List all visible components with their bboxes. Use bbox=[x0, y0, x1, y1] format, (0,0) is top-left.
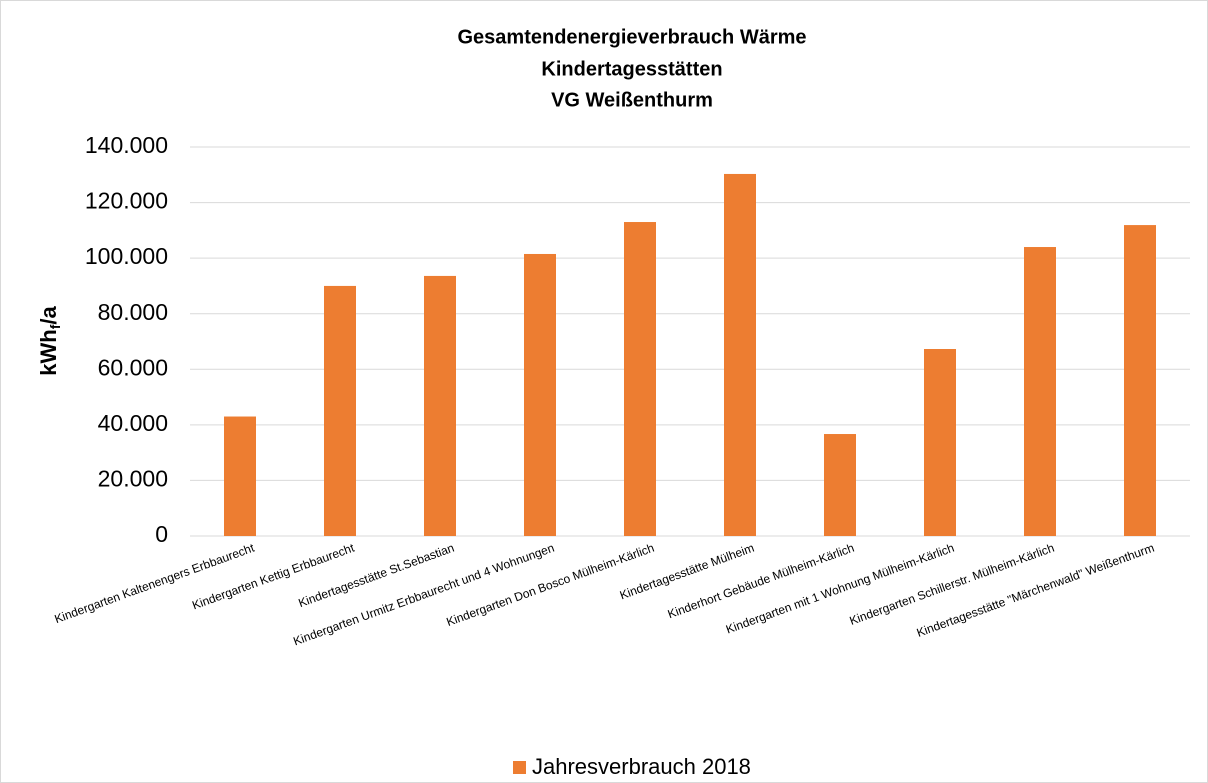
chart-title: Kindertagesstätten bbox=[541, 58, 722, 80]
bar bbox=[1124, 225, 1156, 536]
chart-title: VG Weißenthurm bbox=[551, 89, 713, 111]
bar bbox=[224, 416, 256, 536]
y-tick-label: 80.000 bbox=[98, 299, 168, 325]
chart-title: Gesamtendenergieverbrauch Wärme bbox=[457, 26, 806, 48]
legend-label: Jahresverbrauch 2018 bbox=[532, 754, 751, 779]
y-label-part: kWh bbox=[36, 329, 61, 375]
y-tick-label: 60.000 bbox=[98, 354, 168, 380]
y-tick-label: 40.000 bbox=[98, 410, 168, 436]
y-label-part: /a bbox=[36, 306, 61, 325]
bar bbox=[424, 275, 456, 536]
y-label-sub: f bbox=[47, 324, 63, 329]
y-tick-label: 120.000 bbox=[85, 188, 168, 214]
y-axis-label: kWhf/a bbox=[36, 306, 63, 376]
y-tick-label: 100.000 bbox=[85, 243, 168, 269]
bar bbox=[924, 349, 956, 536]
y-tick-label: 0 bbox=[155, 521, 168, 547]
bar bbox=[1024, 247, 1056, 536]
bar bbox=[624, 222, 656, 536]
bar bbox=[324, 285, 356, 536]
legend-swatch bbox=[513, 761, 526, 774]
bar bbox=[724, 173, 756, 536]
y-tick-label: 20.000 bbox=[98, 466, 168, 492]
bar bbox=[524, 253, 556, 536]
y-tick-label: 140.000 bbox=[85, 132, 168, 158]
bar bbox=[824, 434, 856, 536]
